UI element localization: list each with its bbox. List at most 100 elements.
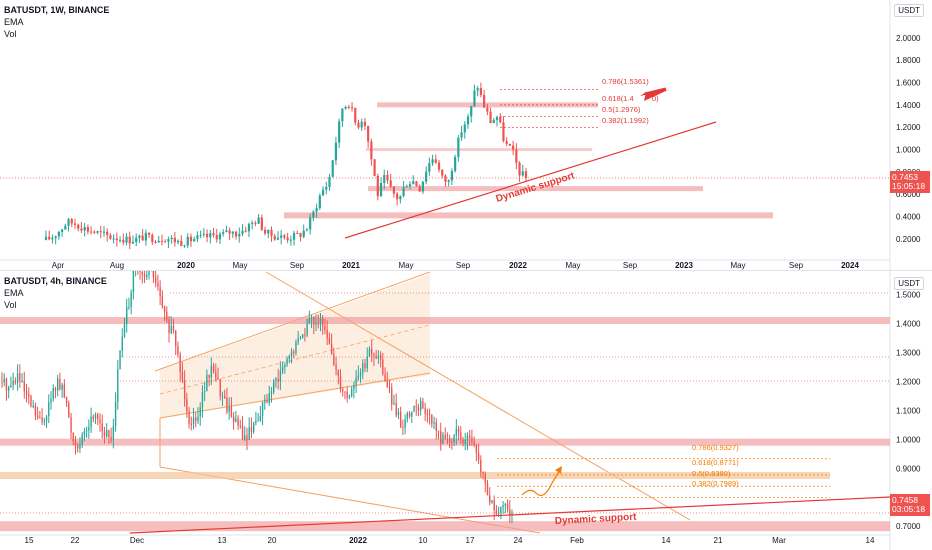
x-tick-label: 2022 [509, 261, 527, 270]
candle-body [437, 162, 441, 170]
candle-body [45, 416, 48, 421]
candle-body [128, 307, 130, 309]
candle-body [231, 231, 234, 234]
candle-body [428, 413, 431, 415]
candle-body [168, 319, 170, 334]
weekly-last-price: 0.7453 [892, 172, 918, 182]
candle-body [144, 232, 147, 241]
x-tick-label: Feb [570, 536, 584, 545]
four-hour-vol-label[interactable]: Vol [4, 300, 17, 310]
candle-body [295, 341, 297, 353]
candle-body [81, 434, 83, 445]
candle-body [437, 430, 440, 432]
candle-body [483, 95, 486, 108]
candle-body [364, 363, 366, 369]
candle-body [141, 235, 144, 241]
y-tick-label: 0.7000 [896, 522, 921, 531]
candle-body [268, 393, 270, 403]
four-hour-chart-pane[interactable]: 1.5000 1.4000 1.3000 1.2000 1.1000 1.0000 0.90… [0, 271, 932, 550]
candle-body [161, 296, 164, 307]
candle-body [225, 230, 228, 233]
candle-body [419, 401, 422, 411]
fib-level-label: 0.786(1.5361) [602, 77, 649, 86]
candle-body [509, 508, 511, 515]
candle-body [246, 435, 248, 440]
candle-body [451, 441, 453, 443]
candle-body [342, 389, 344, 392]
candle-body [286, 237, 289, 241]
weekly-chart-pane[interactable]: 2.00001.80001.60001.40001.20001.00000.80… [0, 0, 932, 271]
candle-body [192, 417, 195, 424]
y-tick-label: 1.0000 [896, 146, 921, 155]
candle-body [85, 430, 88, 432]
candle-body [397, 411, 400, 416]
candle-body [382, 359, 384, 375]
candle-body [132, 271, 135, 293]
candle-body [357, 122, 360, 128]
y-tick-label: 1.2000 [896, 377, 921, 386]
y-tick-label: 1.2000 [896, 123, 921, 132]
candle-body [67, 219, 70, 226]
weekly-chart-canvas[interactable]: 2.00001.80001.60001.40001.20001.00000.80… [0, 0, 932, 270]
candle-body [319, 318, 322, 325]
x-tick-label: Mar [772, 536, 786, 545]
candle-body [83, 431, 86, 435]
candle-body [444, 434, 446, 439]
candle-body [312, 211, 315, 218]
candle-body [442, 434, 444, 444]
weekly-ema-label[interactable]: EMA [4, 17, 24, 27]
candle-body [41, 417, 43, 422]
candle-body [241, 426, 244, 440]
x-tick-label: Sep [290, 261, 305, 270]
candle-body [405, 186, 408, 188]
candle-body [454, 157, 457, 172]
candle-body [21, 380, 23, 382]
four-hour-chart-canvas[interactable]: 1.5000 1.4000 1.3000 1.2000 1.1000 1.0000 0.90… [0, 271, 932, 550]
candle-body [189, 236, 193, 242]
x-tick-label: 10 [419, 536, 428, 545]
candle-body [96, 231, 99, 233]
candle-body [247, 224, 251, 232]
candle-body [83, 227, 86, 231]
weekly-symbol-label[interactable]: BATUSDT, 1W, BINANCE [4, 5, 110, 15]
candle-body [379, 182, 383, 197]
candle-body [386, 380, 388, 388]
candle-body [175, 330, 177, 347]
candle-body [337, 369, 339, 377]
candle-body [284, 364, 286, 368]
candle-body [203, 391, 206, 393]
four-hour-currency-badge[interactable]: USDT [894, 277, 924, 290]
candle-body [389, 180, 392, 187]
candle-body [392, 186, 396, 194]
weekly-currency-badge[interactable]: USDT [894, 4, 924, 17]
candle-body [180, 240, 183, 246]
x-tick-label: 22 [71, 536, 80, 545]
horizontal-zone [284, 212, 773, 219]
candle-body [39, 417, 41, 419]
candle-body [72, 432, 74, 442]
candle-body [440, 431, 442, 444]
candle-body [377, 355, 380, 359]
candle-body [176, 240, 180, 243]
candle-body [370, 348, 373, 355]
x-tick-label: Sep [623, 261, 638, 270]
weekly-vol-label[interactable]: Vol [4, 29, 17, 39]
candle-body [131, 241, 135, 244]
four-hour-legend: BATUSDT, 4h, BINANCE EMA Vol [4, 275, 107, 311]
y-tick-label: 0.9000 [896, 464, 921, 473]
candle-body [283, 235, 286, 238]
candle-body [266, 399, 268, 403]
candle-body [130, 292, 132, 308]
four-hour-ema-label[interactable]: EMA [4, 288, 24, 298]
candle-body [135, 237, 138, 242]
candle-body [318, 195, 321, 209]
candle-body [217, 377, 219, 380]
candle-body [190, 423, 193, 425]
four-hour-symbol-label[interactable]: BATUSDT, 4h, BINANCE [4, 276, 107, 286]
candle-body [383, 174, 386, 183]
candle-body [261, 402, 264, 416]
candle-body [61, 384, 63, 390]
candle-body [512, 145, 515, 150]
candle-body [425, 171, 428, 182]
candle-body [299, 337, 302, 339]
